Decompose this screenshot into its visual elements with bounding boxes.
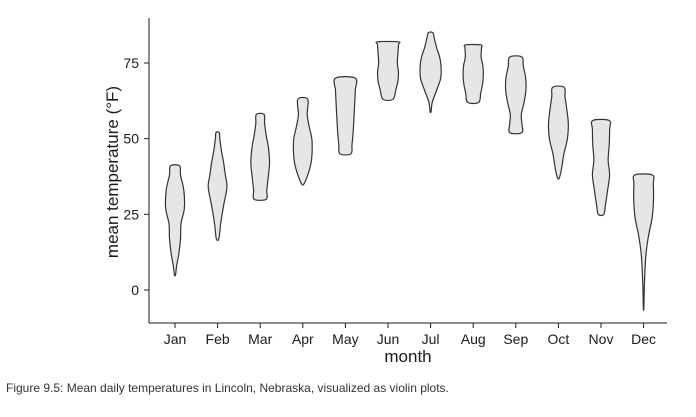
violin-sep xyxy=(504,55,527,135)
violin-jul xyxy=(419,31,442,114)
x-tick-label: Oct xyxy=(548,331,570,347)
violin-dec xyxy=(632,173,655,312)
violin-chart: 0 25 50 75 Jan Feb Mar Apr May Jun Jul Aug Sep Oct No… xyxy=(103,18,667,366)
violin-jan xyxy=(164,164,186,277)
x-tick-label: Nov xyxy=(589,331,614,347)
violin-oct xyxy=(547,85,569,180)
violin-may xyxy=(333,76,358,156)
violin-jun xyxy=(375,40,401,102)
x-tick-label: Sep xyxy=(503,331,528,347)
violin-nov xyxy=(590,118,612,217)
violin-mar xyxy=(250,112,271,201)
x-tick-group: Jan Feb Mar Apr May Jun Jul Aug Sep Oct Nov Dec xyxy=(164,323,656,347)
y-tick-label: 0 xyxy=(131,282,139,298)
x-tick-label: Jul xyxy=(422,331,440,347)
x-tick-label: Jun xyxy=(377,331,400,347)
figure-caption: Figure 9.5: Mean daily temperatures in L… xyxy=(6,381,449,395)
x-tick-label: May xyxy=(332,331,358,347)
x-axis-title: month xyxy=(384,347,431,366)
x-tick-label: Apr xyxy=(292,331,314,347)
x-tick-label: Jan xyxy=(164,331,187,347)
violin-layer xyxy=(164,31,655,312)
x-tick-label: Feb xyxy=(206,331,230,347)
y-tick-label: 25 xyxy=(123,206,139,222)
x-tick-label: Mar xyxy=(248,331,272,347)
violin-feb xyxy=(207,131,228,242)
y-tick-group: 0 25 50 75 xyxy=(123,55,149,298)
violin-apr xyxy=(292,96,313,186)
y-tick-label: 75 xyxy=(123,55,139,71)
y-tick-label: 50 xyxy=(123,131,139,147)
x-tick-label: Aug xyxy=(461,331,486,347)
y-axis-title: mean temperature (°F) xyxy=(103,86,122,258)
violin-aug xyxy=(462,43,484,105)
x-tick-label: Dec xyxy=(631,331,656,347)
